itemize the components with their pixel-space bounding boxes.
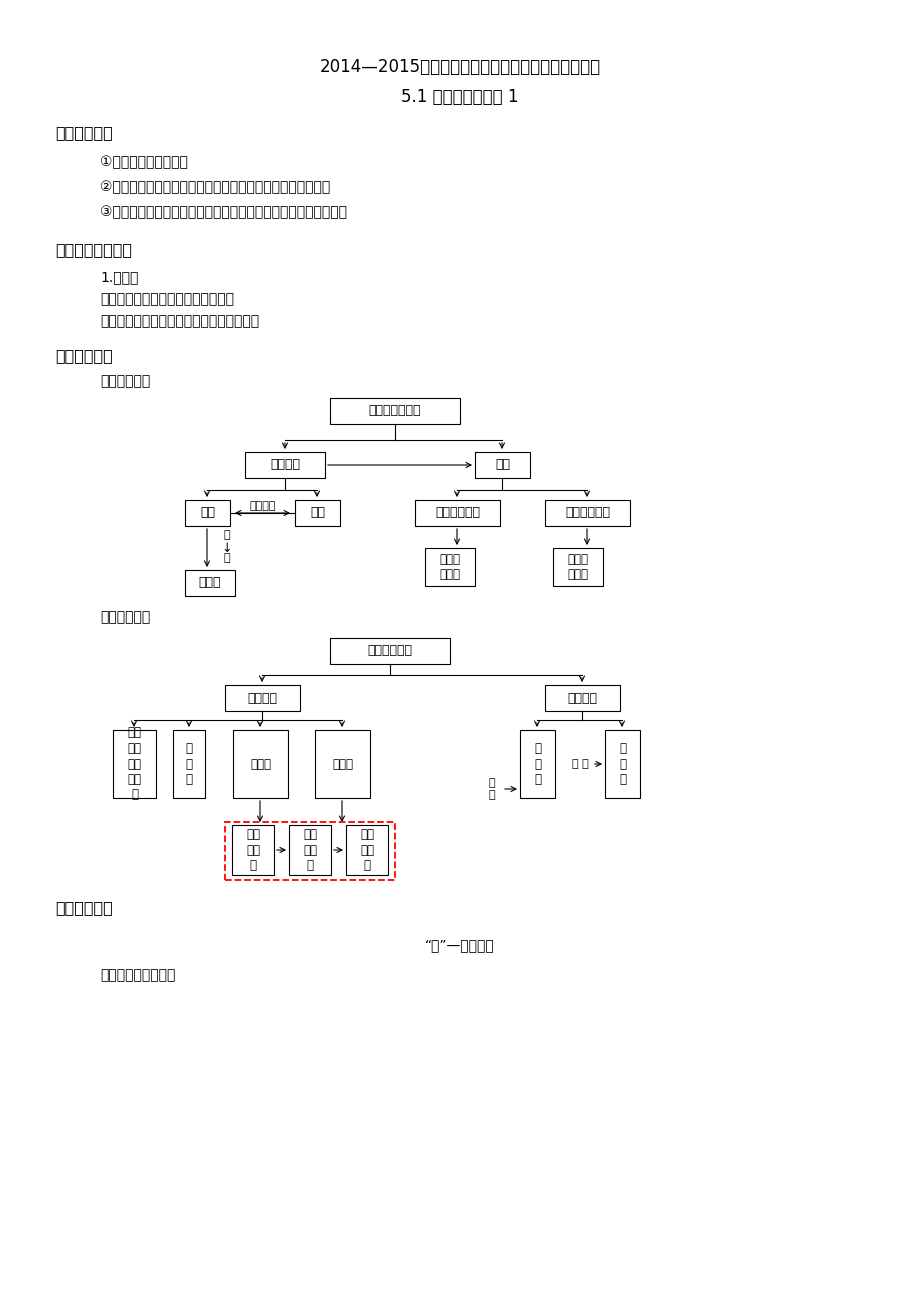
Text: 消费者: 消费者 (332, 758, 353, 771)
FancyBboxPatch shape (414, 500, 499, 526)
FancyBboxPatch shape (425, 548, 474, 586)
Text: 环境: 环境 (310, 506, 324, 519)
Text: 营养结构: 营养结构 (567, 691, 596, 704)
Text: 1.重点：: 1.重点： (100, 270, 138, 284)
Text: 生态系统结构: 生态系统结构 (100, 611, 150, 624)
Text: ↓: ↓ (221, 542, 232, 555)
FancyBboxPatch shape (544, 685, 619, 711)
Text: 相互作用: 相互作用 (249, 501, 276, 510)
FancyBboxPatch shape (346, 825, 388, 875)
Text: 生态系统: 生态系统 (269, 458, 300, 471)
Text: 一、学习目标: 一、学习目标 (55, 125, 113, 141)
Text: 最: 最 (223, 530, 230, 540)
Text: 第三
营养
级: 第三 营养 级 (359, 828, 374, 872)
Text: 生物: 生物 (199, 506, 215, 519)
Text: 组成成分: 组成成分 (247, 691, 278, 704)
Text: 生态系统范围: 生态系统范围 (100, 374, 150, 388)
FancyBboxPatch shape (232, 825, 274, 875)
FancyBboxPatch shape (519, 730, 554, 798)
Text: 三、知识网络: 三、知识网络 (55, 348, 113, 363)
FancyBboxPatch shape (233, 730, 288, 798)
Text: 食
物
网: 食 物 网 (618, 742, 625, 786)
Text: 生物圈: 生物圈 (199, 577, 221, 590)
Text: 生态系统结构: 生态系统结构 (367, 644, 412, 658)
Text: 四、导学过程: 四、导学过程 (55, 900, 113, 915)
Text: 形 成: 形 成 (571, 759, 588, 769)
Text: 5.1 生态系统的结构 1: 5.1 生态系统的结构 1 (401, 89, 518, 105)
Text: 分
解
者: 分 解 者 (186, 742, 192, 786)
Text: 组
成: 组 成 (488, 779, 494, 799)
Text: 生态系统的组成成分及其之间的关系: 生态系统的组成成分及其之间的关系 (100, 292, 233, 306)
Text: 人工生态系统: 人工生态系统 (564, 506, 609, 519)
Text: 农田生
态系统: 农田生 态系统 (567, 553, 588, 581)
Text: 非生
物的
物质
和能
量: 非生 物的 物质 和能 量 (128, 727, 142, 802)
Text: 一、生态系统的范围: 一、生态系统的范围 (100, 967, 176, 982)
Text: 第一
营养
级: 第一 营养 级 (245, 828, 260, 872)
FancyBboxPatch shape (295, 500, 340, 526)
FancyBboxPatch shape (314, 730, 369, 798)
FancyBboxPatch shape (544, 500, 630, 526)
FancyBboxPatch shape (289, 825, 331, 875)
FancyBboxPatch shape (185, 570, 234, 596)
Text: 2014—2015学年生物（新人教版）必修三同步导学案: 2014—2015学年生物（新人教版）必修三同步导学案 (319, 59, 600, 76)
FancyBboxPatch shape (474, 452, 529, 478)
Text: 大: 大 (223, 553, 230, 562)
Text: 二、学习重、难点: 二、学习重、难点 (55, 242, 131, 256)
FancyBboxPatch shape (552, 548, 602, 586)
Text: ①说出生态系统的概念: ①说出生态系统的概念 (100, 155, 187, 169)
Text: 生态系统的范围: 生态系统的范围 (369, 405, 421, 418)
Text: 水域生
态系统: 水域生 态系统 (439, 553, 460, 581)
Text: 类型: 类型 (494, 458, 509, 471)
FancyBboxPatch shape (330, 398, 460, 424)
Text: 食
物
链: 食 物 链 (533, 742, 540, 786)
Text: 第二
营养
级: 第二 营养 级 (302, 828, 317, 872)
Text: 生产者: 生产者 (250, 758, 271, 771)
FancyBboxPatch shape (605, 730, 640, 798)
FancyBboxPatch shape (244, 452, 324, 478)
FancyBboxPatch shape (330, 638, 449, 664)
Text: “导”—自主预习: “导”—自主预习 (425, 937, 494, 952)
FancyBboxPatch shape (173, 730, 205, 798)
Text: ②说明生态系统组成成分以及各成分在生态系统中的重要作用: ②说明生态系统组成成分以及各成分在生态系统中的重要作用 (100, 180, 330, 194)
Text: ③通过分析生态系统的组成成分，学会分析综合和推理的思维能力: ③通过分析生态系统的组成成分，学会分析综合和推理的思维能力 (100, 204, 346, 219)
Text: 自然生态系统: 自然生态系统 (435, 506, 480, 519)
FancyBboxPatch shape (185, 500, 230, 526)
FancyBboxPatch shape (113, 730, 156, 798)
FancyBboxPatch shape (225, 685, 300, 711)
Text: 生态系统的各组成成分在生态系统中的作用: 生态系统的各组成成分在生态系统中的作用 (100, 314, 259, 328)
